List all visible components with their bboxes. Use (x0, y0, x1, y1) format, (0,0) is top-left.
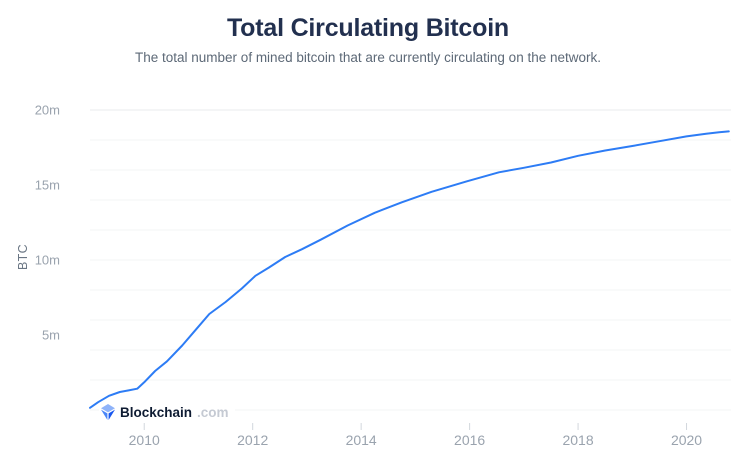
y-tick-label: 20m (35, 103, 60, 118)
x-tick-label: 2018 (562, 432, 593, 448)
blockchain-watermark-link[interactable]: Blockchain .com (99, 403, 235, 422)
watermark-brand-text: Blockchain (120, 404, 193, 420)
y-tick-label: 15m (35, 178, 60, 193)
y-tick-label: 5m (42, 328, 60, 343)
page-title: Total Circulating Bitcoin (226, 14, 510, 42)
x-tick-label: 2020 (671, 432, 702, 448)
y-tick-label: 10m (35, 253, 60, 268)
watermark-suffix-text: .com (197, 404, 229, 420)
blockchain-logo-icon (101, 404, 115, 420)
x-tick-label: 2012 (237, 432, 268, 448)
x-tick-label: 2010 (129, 432, 160, 448)
x-tick-label: 2014 (346, 432, 377, 448)
chart-header: Total Circulating Bitcoin The total numb… (0, 0, 736, 65)
y-axis-title: BTC (16, 244, 30, 270)
series-line-total-circulating-bitcoin (89, 130, 730, 409)
x-tick-label: 2016 (454, 432, 485, 448)
page-subtitle: The total number of mined bitcoin that a… (135, 50, 601, 65)
